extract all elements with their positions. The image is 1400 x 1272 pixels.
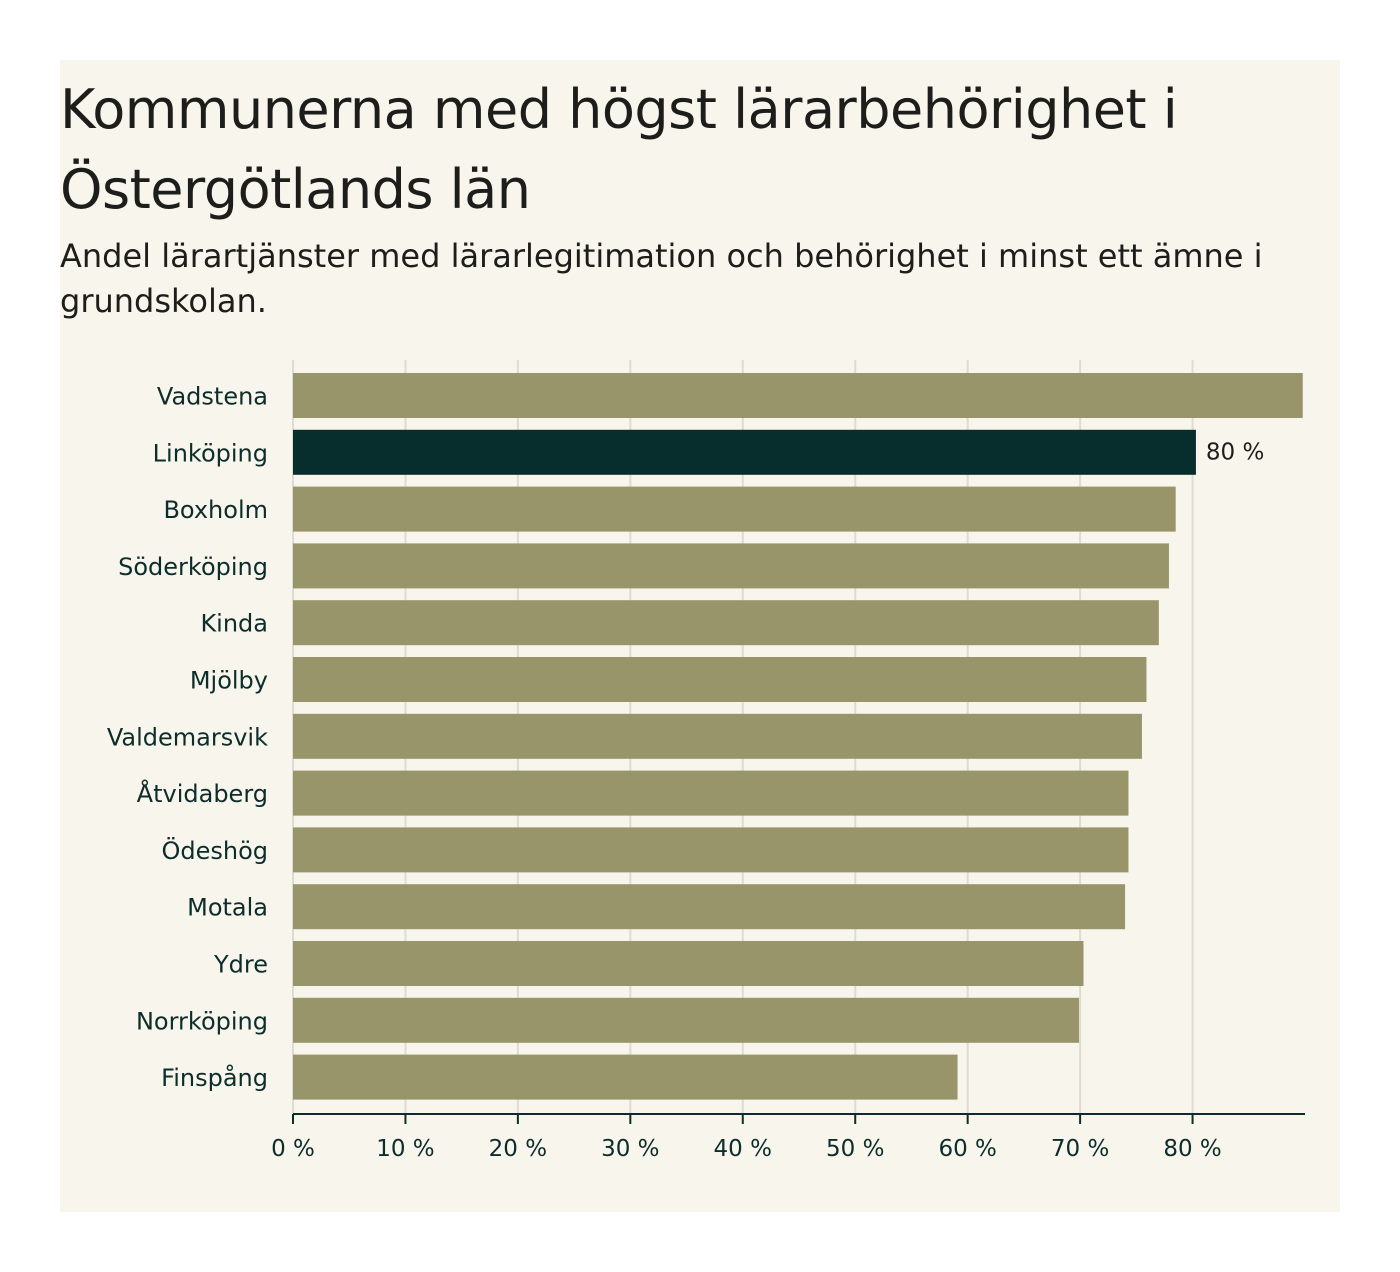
highlight-value-label: 80 % xyxy=(1206,439,1264,465)
bar-vadstena xyxy=(293,373,1303,418)
bar-åtvidaberg xyxy=(293,770,1129,816)
bar-norrköping xyxy=(293,997,1079,1043)
chart-subtitle: Andel lärartjänster med lärarlegitimatio… xyxy=(60,237,1263,320)
category-label: Åtvidaberg xyxy=(137,779,268,808)
category-label: Finspång xyxy=(161,1063,268,1092)
x-tick-label: 60 % xyxy=(938,1136,996,1162)
category-label: Kinda xyxy=(200,610,268,638)
bar-ydre xyxy=(293,941,1084,986)
category-labels: Vadstena Linköping 80 % Boxholm Söderköping K… xyxy=(107,383,1265,1093)
category-label: Mjölby xyxy=(190,667,268,695)
x-tick-label: 50 % xyxy=(826,1136,884,1162)
category-label: Motala xyxy=(187,894,268,922)
bar-ödeshög xyxy=(293,827,1129,873)
x-tick-label: 30 % xyxy=(601,1136,659,1162)
bar-mjölby xyxy=(293,657,1147,702)
chart-title: Kommunerna med högst lärarbehörighet i Ö… xyxy=(60,78,1178,221)
bar-söderköping xyxy=(293,543,1169,589)
bar-linköping xyxy=(293,429,1196,475)
bar-motala xyxy=(293,884,1126,930)
category-label: Linköping xyxy=(153,439,268,467)
bar-finspång xyxy=(293,1054,958,1100)
x-axis: 0 % 10 % 20 % 30 % 40 % 50 % 60 % 70 % 80 % xyxy=(271,1113,1305,1162)
bars xyxy=(293,373,1303,1100)
chart-card: Kommunerna med högst lärarbehörighet i Ö… xyxy=(60,60,1340,1212)
bar-valdemarsvik xyxy=(293,713,1142,759)
category-label: Valdemarsvik xyxy=(107,723,268,751)
category-label: Norrköping xyxy=(136,1007,268,1035)
bar-chart: Vadstena Linköping 80 % Boxholm Söderköping K… xyxy=(107,360,1305,1162)
x-tick-label: 20 % xyxy=(489,1136,547,1162)
x-tick-label: 40 % xyxy=(714,1136,772,1162)
category-label: Söderköping xyxy=(118,553,268,581)
x-tick-label: 0 % xyxy=(271,1136,315,1162)
category-label: Boxholm xyxy=(163,496,268,524)
category-label: Ydre xyxy=(213,951,268,979)
category-label: Vadstena xyxy=(157,383,268,411)
bar-boxholm xyxy=(293,486,1176,532)
bar-kinda xyxy=(293,600,1159,646)
x-tick-label: 70 % xyxy=(1051,1136,1109,1162)
x-tick-label: 10 % xyxy=(376,1136,434,1162)
category-label: Ödeshög xyxy=(161,836,268,865)
x-tick-label: 80 % xyxy=(1163,1136,1221,1162)
